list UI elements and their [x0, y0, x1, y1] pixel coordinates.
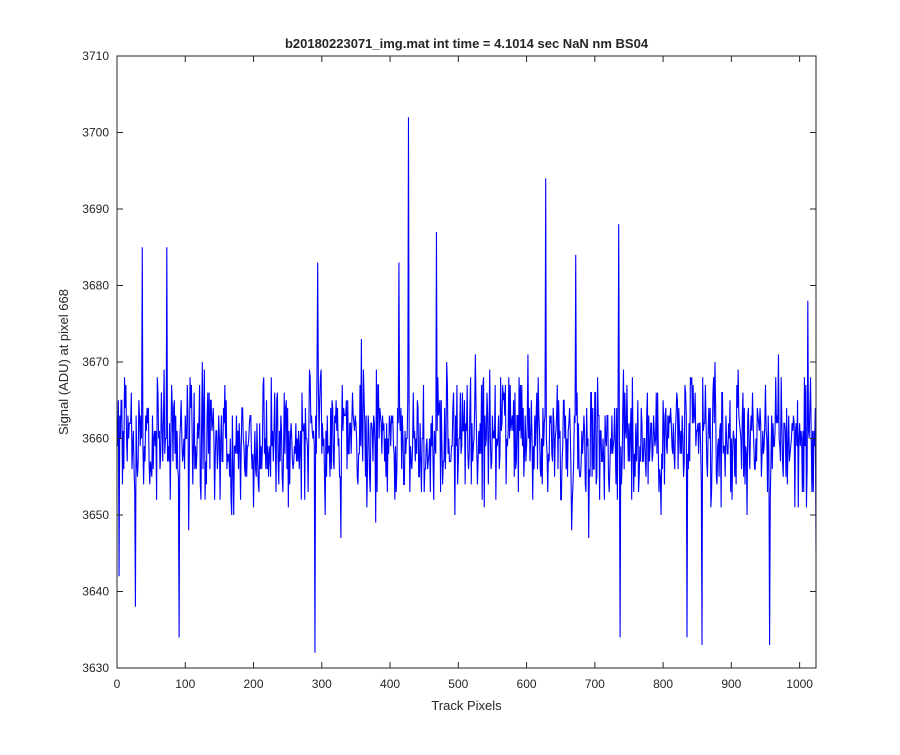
- x-tick-label: 300: [312, 677, 332, 691]
- signal-series-line: [117, 117, 817, 653]
- x-tick-label: 800: [653, 677, 673, 691]
- x-axis-label: Track Pixels: [431, 698, 502, 713]
- x-tick-label: 1000: [786, 677, 813, 691]
- x-tick-label: 200: [244, 677, 264, 691]
- x-tick-label: 600: [517, 677, 537, 691]
- x-tick-label: 900: [721, 677, 741, 691]
- x-tick-label: 700: [585, 677, 605, 691]
- series-group: [117, 117, 817, 653]
- plot-area: [117, 56, 816, 668]
- y-tick-label: 3700: [82, 126, 109, 140]
- y-tick-label: 3630: [82, 661, 109, 675]
- x-axis: 0 100 200 300 400 500 600 700 800 900 1000: [114, 56, 813, 691]
- x-tick-label: 400: [380, 677, 400, 691]
- y-axis-label: Signal (ADU) at pixel 668: [56, 289, 71, 435]
- y-tick-label: 3660: [82, 432, 109, 446]
- x-tick-label: 500: [448, 677, 468, 691]
- chart-title: b20180223071_img.mat int time = 4.1014 s…: [285, 36, 649, 51]
- y-tick-label: 3650: [82, 508, 109, 522]
- y-tick-label: 3710: [82, 49, 109, 63]
- x-tick-label: 100: [175, 677, 195, 691]
- y-tick-label: 3640: [82, 585, 109, 599]
- y-tick-label: 3670: [82, 355, 109, 369]
- y-axis: 3630 3640 3650 3660 3670 3680 3690 3700 3710: [82, 49, 816, 675]
- y-tick-label: 3690: [82, 202, 109, 216]
- y-tick-label: 3680: [82, 279, 109, 293]
- x-tick-label: 0: [114, 677, 121, 691]
